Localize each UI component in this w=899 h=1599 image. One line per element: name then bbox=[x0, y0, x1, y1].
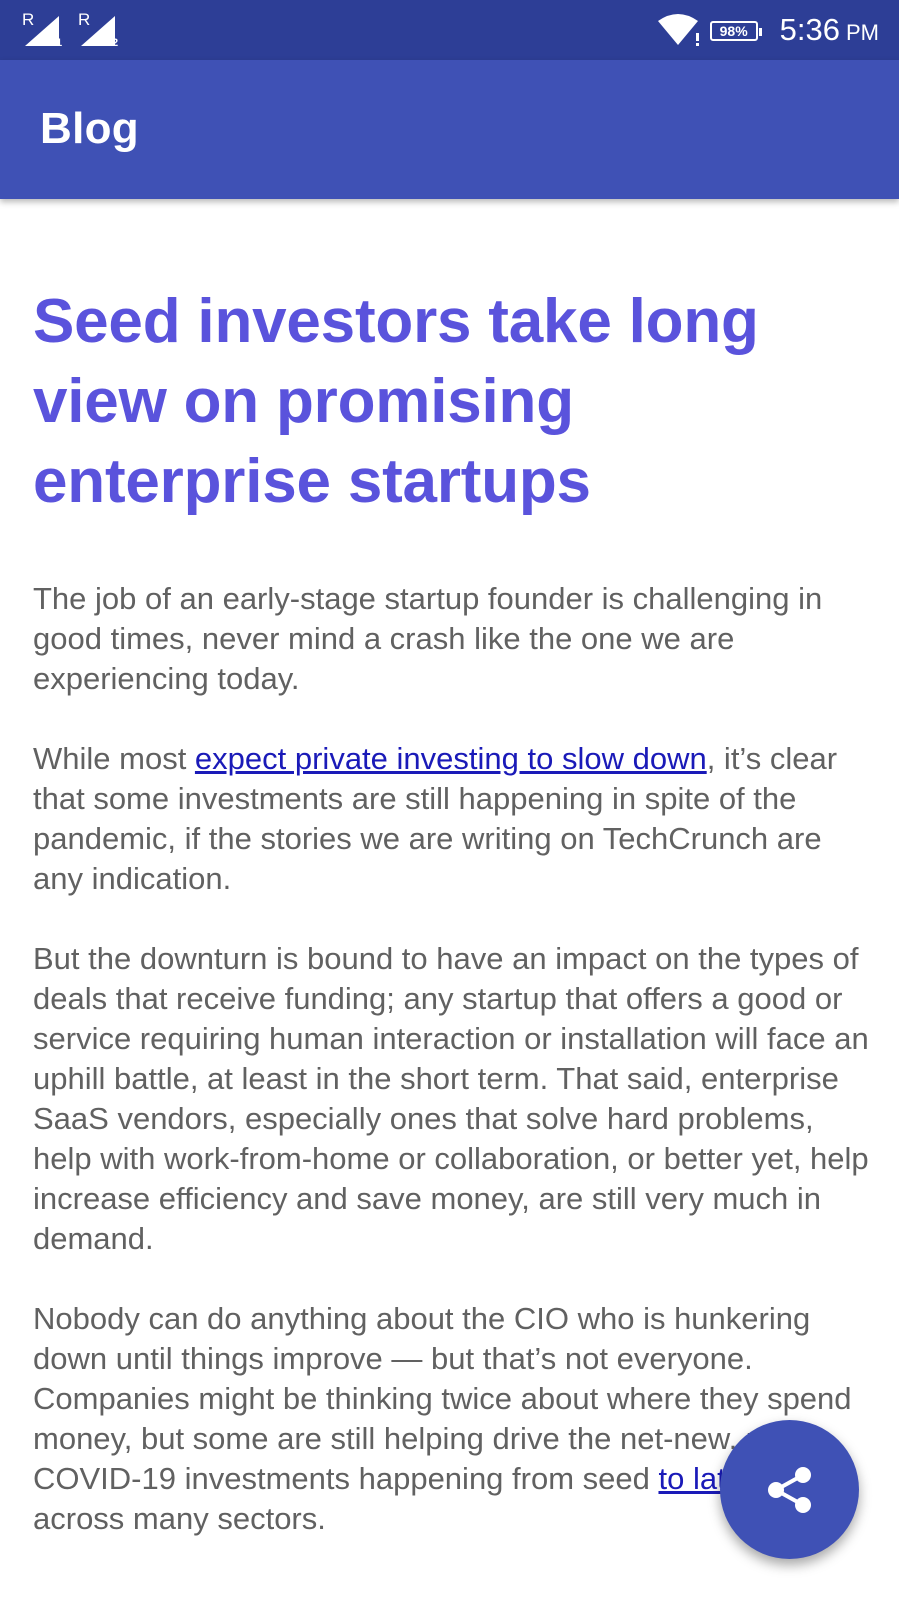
sim2-label: R bbox=[78, 10, 91, 29]
status-bar: R 1 R 2 98% 5:36 PM bbox=[0, 0, 899, 60]
signal-icon bbox=[25, 16, 59, 46]
private-investing-link[interactable]: expect private investing to slow down bbox=[194, 741, 707, 776]
article-paragraph: Nobody can do anything about the CIO who… bbox=[33, 1299, 873, 1539]
article-content: Seed investors take long view on promisi… bbox=[33, 282, 873, 1539]
paragraph-text: Nobody can do anything about the CIO who… bbox=[33, 1301, 852, 1496]
signal-icon bbox=[81, 16, 115, 46]
paragraph-text: , it’s clear that some investments are s… bbox=[33, 741, 838, 896]
paragraph-text: While most bbox=[33, 741, 195, 776]
sim1-signal: R 1 bbox=[22, 10, 64, 50]
sim1-index: 1 bbox=[56, 37, 63, 49]
clock-ampm: PM bbox=[846, 20, 879, 45]
article-paragraph: But the downturn is bound to have an imp… bbox=[33, 941, 869, 1256]
sim1-label: R bbox=[22, 10, 35, 29]
status-right: 98% 5:36 PM bbox=[657, 0, 879, 60]
article-title: Seed investors take long view on promisi… bbox=[33, 287, 759, 516]
article-paragraph: The job of an early-stage startup founde… bbox=[33, 581, 823, 696]
share-icon bbox=[767, 1466, 811, 1513]
wifi-icon bbox=[657, 14, 699, 46]
battery-level: 98% bbox=[719, 23, 748, 39]
app-bar: Blog bbox=[0, 60, 899, 199]
clock-time: 5:36 bbox=[779, 12, 840, 47]
article-paragraph: While most expect private investing to s… bbox=[33, 739, 873, 899]
app-title: Blog bbox=[40, 104, 139, 153]
sim2-index: 2 bbox=[112, 37, 119, 49]
share-button[interactable] bbox=[720, 1420, 859, 1559]
sim2-signal: R 2 bbox=[78, 10, 120, 50]
battery-icon: 98% bbox=[709, 21, 762, 41]
paragraph-text: across many sectors. bbox=[33, 1501, 326, 1536]
